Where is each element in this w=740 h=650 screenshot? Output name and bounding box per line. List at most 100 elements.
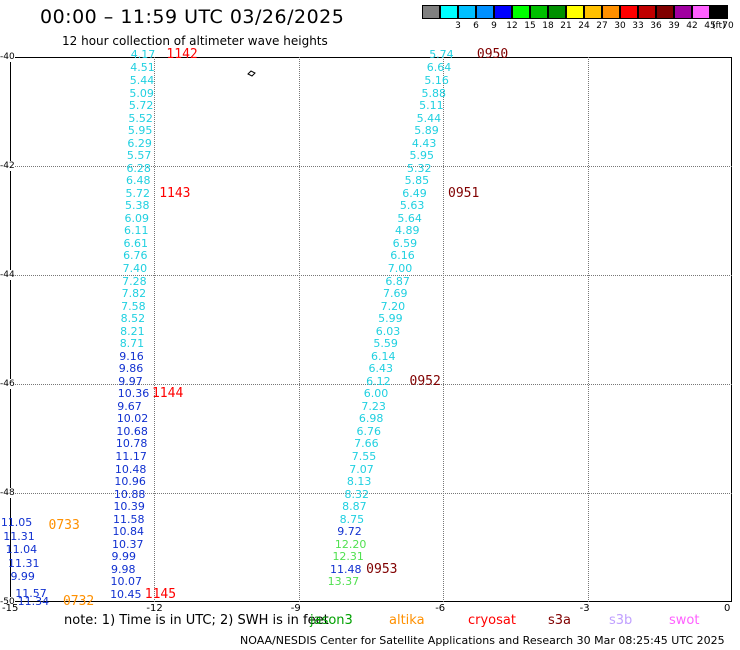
legend-label: 70 <box>722 21 734 31</box>
wave-height-value: 6.98 <box>358 412 384 426</box>
wave-height-value: 5.72 <box>125 186 150 200</box>
wave-height-value: 4.17 <box>130 48 156 62</box>
wave-height-value: 11.31 <box>3 529 35 543</box>
wave-height-value: 7.23 <box>361 399 386 413</box>
legend-swatch <box>602 5 620 19</box>
satellite-name: s3b <box>609 613 633 628</box>
wave-height-value: 8.21 <box>120 324 145 338</box>
grid-line-horizontal <box>10 275 732 276</box>
wave-height-value: 7.00 <box>387 262 413 275</box>
legend-label: 36 <box>650 21 662 31</box>
wave-height-value: 6.03 <box>375 324 401 338</box>
wave-height-value: 7.58 <box>121 299 146 313</box>
wave-height-value: 5.59 <box>373 337 398 351</box>
grid-line-vertical <box>154 57 156 602</box>
wave-height-value: 6.49 <box>402 186 427 200</box>
wave-height-value: 6.12 <box>366 374 391 388</box>
wave-height-value: 6.28 <box>126 161 151 175</box>
wave-height-value: 8.75 <box>339 512 365 526</box>
wave-height-value: 5.57 <box>126 149 152 163</box>
wave-height-value: 10.39 <box>113 500 145 514</box>
legend-label: 42 <box>686 21 698 31</box>
wave-height-value: 10.37 <box>112 537 144 551</box>
grid-line-horizontal <box>10 493 732 494</box>
wave-height-value: 10.02 <box>116 412 149 426</box>
pass-time-label: 1144 <box>151 386 184 402</box>
x-tick-label: 0 <box>724 603 731 614</box>
wave-height-value: 11.31 <box>8 556 40 570</box>
y-tick-label: -48 <box>0 488 15 498</box>
legend-label: 30 <box>614 21 626 31</box>
wave-height-value: 5.44 <box>129 73 155 87</box>
wave-height-value: 9.97 <box>118 374 143 388</box>
wave-height-value: 9.99 <box>111 550 137 564</box>
x-tick-label: -12 <box>146 603 163 614</box>
legend-swatch <box>692 5 710 19</box>
wave-height-value: 6.76 <box>123 249 148 263</box>
wave-height-value: 6.76 <box>356 424 382 438</box>
satellite-name: cryosat <box>468 613 516 628</box>
wave-height-value: 11.17 <box>115 450 147 464</box>
wave-height-value: 10.68 <box>116 424 148 438</box>
wave-height-value: 6.43 <box>368 362 394 376</box>
wave-height-value: 5.11 <box>419 99 444 113</box>
legend-label: 15 <box>524 21 536 31</box>
legend-swatch <box>584 5 602 19</box>
wave-height-value: 5.52 <box>128 111 153 125</box>
wave-height-value: 7.66 <box>354 437 379 451</box>
wave-height-value: 7.55 <box>351 450 377 464</box>
wave-height-value: 10.78 <box>115 437 148 451</box>
wave-height-value: 8.71 <box>119 337 145 351</box>
wave-height-value: 10.96 <box>114 475 146 489</box>
x-tick-label: -6 <box>435 603 446 614</box>
wave-height-value: 7.69 <box>382 287 408 301</box>
legend-label: 27 <box>596 21 608 31</box>
legend-swatch <box>512 5 530 19</box>
wave-height-value: 5.16 <box>424 73 449 87</box>
wave-height-value: 11.04 <box>5 543 38 557</box>
satellite-name: swot <box>669 613 700 628</box>
pass-time-label: 1143 <box>159 185 191 201</box>
wave-height-value: 8.87 <box>342 500 367 514</box>
wave-height-value: 11.58 <box>112 512 145 526</box>
wave-height-value: 10.48 <box>114 462 147 476</box>
wave-height-value: 10.36 <box>117 387 150 401</box>
wave-height-value: 9.86 <box>118 362 144 376</box>
legend-swatch <box>530 5 548 19</box>
wave-height-value: 9.67 <box>117 399 142 413</box>
footer-credit: NOAA/NESDIS Center for Satellite Applica… <box>240 634 725 647</box>
legend-swatch <box>620 5 638 19</box>
legend-swatch <box>566 5 584 19</box>
wave-height-value: 9.98 <box>111 562 136 576</box>
wave-height-value: 6.11 <box>124 224 149 238</box>
wave-height-value: 6.64 <box>426 61 452 75</box>
wave-height-value: 5.74 <box>429 48 454 62</box>
satellite-name: s3a <box>548 613 572 628</box>
wave-height-value: 11.05 <box>0 515 33 529</box>
legend-swatch <box>638 5 656 19</box>
wave-height-value: 5.85 <box>404 174 430 188</box>
legend-unit: (ft) <box>712 21 726 31</box>
wave-height-value: 6.29 <box>127 136 152 150</box>
wave-height-value: 5.09 <box>129 86 154 100</box>
wave-height-value: 7.82 <box>121 287 147 301</box>
grid-line-horizontal <box>10 166 732 167</box>
wave-height-value: 8.52 <box>120 312 146 326</box>
x-tick-label: -15 <box>2 603 19 614</box>
wave-height-value: 6.87 <box>385 274 410 288</box>
wave-height-value: 12.20 <box>334 537 367 551</box>
wave-height-value: 6.48 <box>125 174 151 188</box>
wave-height-value: 8.13 <box>346 475 372 489</box>
wave-height-value: 9.99 <box>10 570 35 584</box>
wave-height-value: 10.88 <box>113 487 146 501</box>
wave-height-value: 5.63 <box>399 199 425 213</box>
y-tick-label: -46 <box>0 379 15 389</box>
legend-label: 3 <box>455 21 461 31</box>
wave-height-value: 4.43 <box>411 136 437 150</box>
wave-height-value: 6.14 <box>370 349 396 363</box>
wave-height-value: 8.32 <box>344 487 369 501</box>
wave-height-value: 5.72 <box>128 99 154 113</box>
wave-height-value: 6.09 <box>124 211 150 225</box>
wave-height-value: 5.89 <box>414 124 439 138</box>
